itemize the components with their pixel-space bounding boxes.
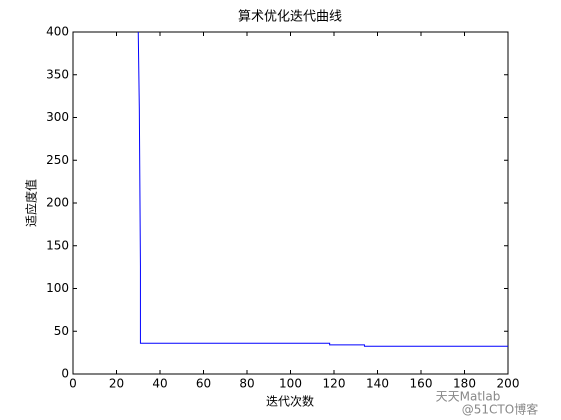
x-tick-label: 60	[196, 377, 211, 391]
watermark: 天天Matlab	[436, 390, 501, 404]
y-axis-label: 适应度值	[24, 179, 39, 227]
x-tick-label: 20	[109, 377, 124, 391]
plot-frame	[72, 31, 509, 375]
y-tick-label: 300	[46, 110, 69, 124]
y-tick-label: 100	[46, 281, 69, 295]
x-tick-label: 0	[69, 377, 77, 391]
y-tick-label: 250	[46, 153, 69, 167]
watermark: @51CTO博客	[462, 402, 538, 417]
x-tick-label: 100	[279, 377, 302, 391]
x-tick-label: 120	[323, 377, 346, 391]
y-tick-label: 400	[46, 25, 69, 39]
y-tick-label: 150	[46, 238, 69, 252]
x-tick-label: 200	[497, 377, 520, 391]
x-axis-label: 迭代次数	[266, 394, 314, 409]
x-tick-label: 140	[366, 377, 389, 391]
y-tick-label: 0	[61, 367, 69, 381]
x-tick-label: 180	[453, 377, 476, 391]
y-tick-label: 350	[46, 67, 69, 81]
x-tick-label: 80	[239, 377, 254, 391]
y-tick-label: 50	[54, 324, 69, 338]
line-series	[137, 32, 508, 347]
y-tick-label: 200	[46, 196, 69, 210]
x-tick-label: 40	[152, 377, 167, 391]
chart-title: 算术优化迭代曲线	[238, 10, 342, 25]
x-tick-label: 160	[410, 377, 433, 391]
